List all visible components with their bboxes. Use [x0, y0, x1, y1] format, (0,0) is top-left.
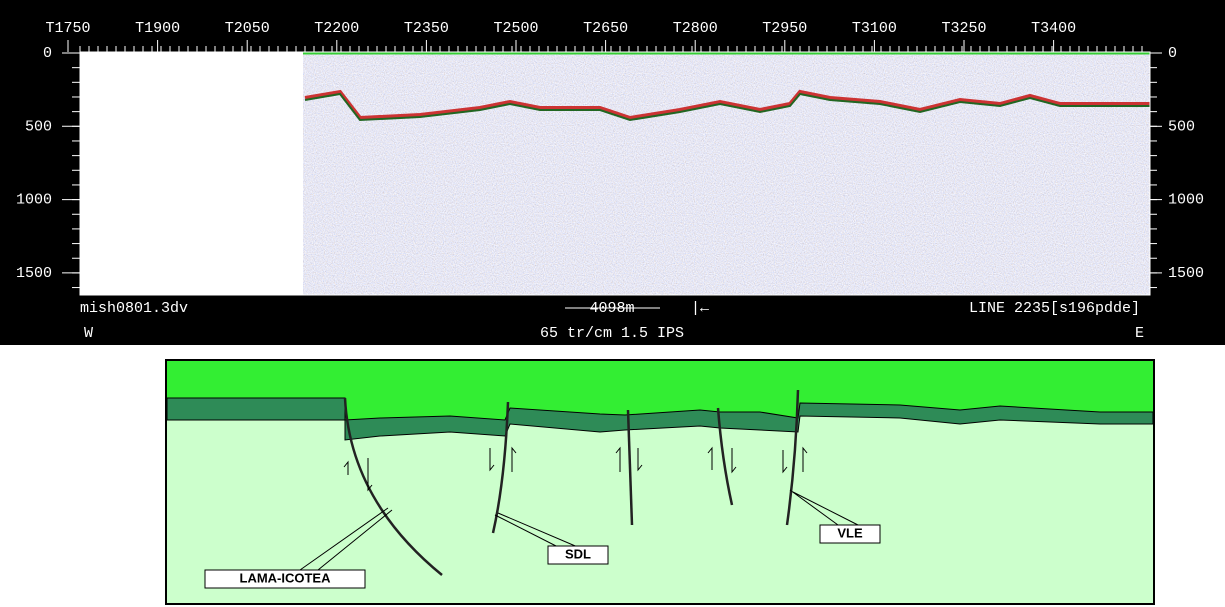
time-label: 500 — [25, 118, 52, 135]
trace-label: T2050 — [225, 20, 270, 37]
time-label: 1000 — [1168, 192, 1204, 209]
seismic-frame: |← — [79, 51, 1151, 317]
trace-label: T1750 — [45, 20, 90, 37]
line-name: LINE 2235[s196pdde] — [969, 300, 1140, 317]
fault-label: VLE — [837, 525, 863, 540]
trace-label: T3400 — [1031, 20, 1076, 37]
time-label: 1500 — [16, 265, 52, 282]
fault-labels — [204, 524, 881, 589]
display-info: 65 tr/cm 1.5 IPS — [540, 325, 684, 342]
no-data — [80, 52, 303, 295]
time-label: 0 — [43, 45, 52, 62]
fault-label: SDL — [565, 546, 591, 561]
east: E — [1135, 325, 1144, 342]
fault-arrows — [343, 446, 808, 492]
time-label: 0 — [1168, 45, 1177, 62]
time-label: 1000 — [16, 192, 52, 209]
trace-label: T1900 — [135, 20, 180, 37]
svg-text:|←: |← — [691, 300, 709, 317]
west: W — [84, 325, 93, 342]
file-name: mish0801.3dv — [80, 300, 188, 317]
trace-label: T3250 — [941, 20, 986, 37]
trace-label: T2350 — [404, 20, 449, 37]
trace-label: T2200 — [314, 20, 359, 37]
leaders — [299, 489, 859, 571]
trace-label: T2950 — [762, 20, 807, 37]
faults — [343, 389, 800, 576]
trace-label: T2800 — [673, 20, 718, 37]
trace-label: T3100 — [852, 20, 897, 37]
fault-label: LAMA-ICOTEA — [240, 570, 332, 585]
trace-label: T2650 — [583, 20, 628, 37]
time-label: 500 — [1168, 118, 1195, 135]
reflector — [304, 89, 1150, 121]
reflector — [304, 92, 1150, 122]
trace-label: T2500 — [493, 20, 538, 37]
time-label: 1500 — [1168, 265, 1204, 282]
